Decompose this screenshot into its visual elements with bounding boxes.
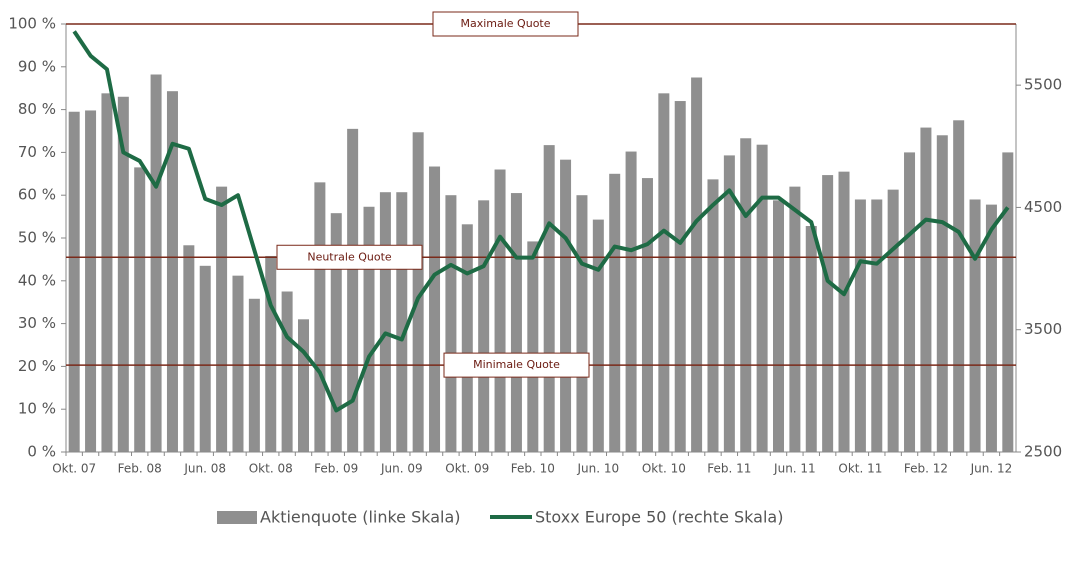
bar: [347, 128, 359, 453]
bar: [691, 77, 703, 452]
bar: [363, 206, 375, 452]
reference-label: Minimale Quote: [473, 358, 560, 371]
bar: [330, 213, 342, 452]
x-tick-label: Okt. 11: [838, 462, 882, 476]
x-tick-label: Jun. 12: [970, 462, 1013, 476]
bar: [494, 169, 506, 452]
x-tick-label: Okt. 10: [642, 462, 686, 476]
legend-label: Aktienquote (linke Skala): [260, 508, 461, 527]
bar: [887, 189, 899, 453]
bar: [461, 224, 473, 452]
bar: [854, 199, 866, 452]
bar: [969, 199, 981, 452]
y2-tick-label: 4500: [1024, 198, 1062, 216]
y-tick-label: 30 %: [18, 314, 56, 332]
bar: [314, 182, 326, 453]
bar: [658, 93, 670, 452]
bar: [674, 101, 686, 452]
bar: [756, 144, 768, 453]
y-tick-label: 10 %: [18, 400, 56, 418]
bar: [560, 159, 572, 452]
y-tick-label: 70 %: [18, 143, 56, 161]
x-tick-label: Feb. 11: [707, 462, 751, 476]
y-tick-label: 100 %: [8, 15, 56, 33]
bar: [904, 152, 916, 452]
y-tick-label: 0 %: [27, 443, 56, 461]
y-tick-label: 90 %: [18, 57, 56, 75]
reference-label: Maximale Quote: [460, 17, 550, 30]
x-tick-label: Feb. 08: [118, 462, 162, 476]
bar: [805, 226, 817, 452]
bar: [298, 319, 309, 452]
bar: [232, 275, 244, 452]
y-tick-label: 40 %: [18, 271, 56, 289]
reference-box: [432, 11, 579, 37]
bar: [183, 245, 195, 452]
reference-box: [276, 244, 423, 270]
bar: [723, 155, 735, 452]
bar: [199, 265, 211, 452]
x-tick-label: Jun. 08: [183, 462, 226, 476]
bar: [576, 195, 588, 452]
x-tick-label: Okt. 08: [249, 462, 293, 476]
legend-swatch: [217, 511, 257, 524]
bar: [985, 204, 997, 452]
bar: [379, 192, 391, 453]
bar: [740, 138, 752, 452]
bar: [166, 91, 178, 453]
bar: [592, 219, 604, 452]
bar: [150, 74, 162, 452]
bar: [641, 178, 653, 452]
bar: [510, 193, 522, 452]
bar: [707, 179, 719, 452]
y-tick-label: 80 %: [18, 100, 56, 118]
bar: [216, 186, 228, 452]
bar: [117, 96, 129, 452]
y-tick-label: 20 %: [18, 357, 56, 375]
reference-box: [443, 352, 590, 378]
bar: [101, 93, 113, 452]
bar: [838, 171, 850, 452]
bar: [936, 135, 948, 452]
bar: [625, 151, 637, 452]
y-tick-label: 60 %: [18, 186, 56, 204]
x-tick-label: Feb. 10: [511, 462, 555, 476]
bar: [1002, 152, 1014, 452]
x-tick-label: Jun. 11: [773, 462, 816, 476]
y-tick-label: 50 %: [18, 229, 56, 247]
x-tick-label: Jun. 09: [380, 462, 423, 476]
bar: [429, 166, 441, 453]
bar: [920, 127, 932, 453]
bar: [773, 200, 784, 452]
y2-tick-label: 3500: [1024, 320, 1062, 338]
bar: [396, 192, 408, 453]
x-tick-label: Feb. 12: [904, 462, 948, 476]
bar: [527, 241, 539, 452]
x-tick-label: Okt. 07: [52, 462, 96, 476]
reference-label: Neutrale Quote: [307, 250, 392, 263]
bar: [822, 175, 834, 453]
x-tick-label: Okt. 09: [445, 462, 489, 476]
bar: [445, 195, 457, 452]
bar: [134, 167, 146, 452]
bar: [478, 200, 490, 452]
bar: [281, 291, 293, 452]
line: [72, 30, 1010, 413]
y2-tick-label: 5500: [1024, 76, 1062, 94]
bar: [953, 120, 965, 453]
bar: [265, 255, 277, 452]
bar: [789, 186, 801, 452]
bar: [248, 298, 260, 452]
bar: [85, 110, 97, 453]
bar: [412, 132, 424, 452]
x-tick-label: Jun. 10: [576, 462, 619, 476]
legend-label: Stoxx Europe 50 (rechte Skala): [535, 508, 783, 527]
bar: [871, 199, 883, 452]
y2-tick-label: 2500: [1024, 443, 1062, 461]
bar: [609, 173, 621, 453]
bar: [543, 145, 555, 452]
bar: [68, 111, 80, 453]
x-tick-label: Feb. 09: [314, 462, 358, 476]
